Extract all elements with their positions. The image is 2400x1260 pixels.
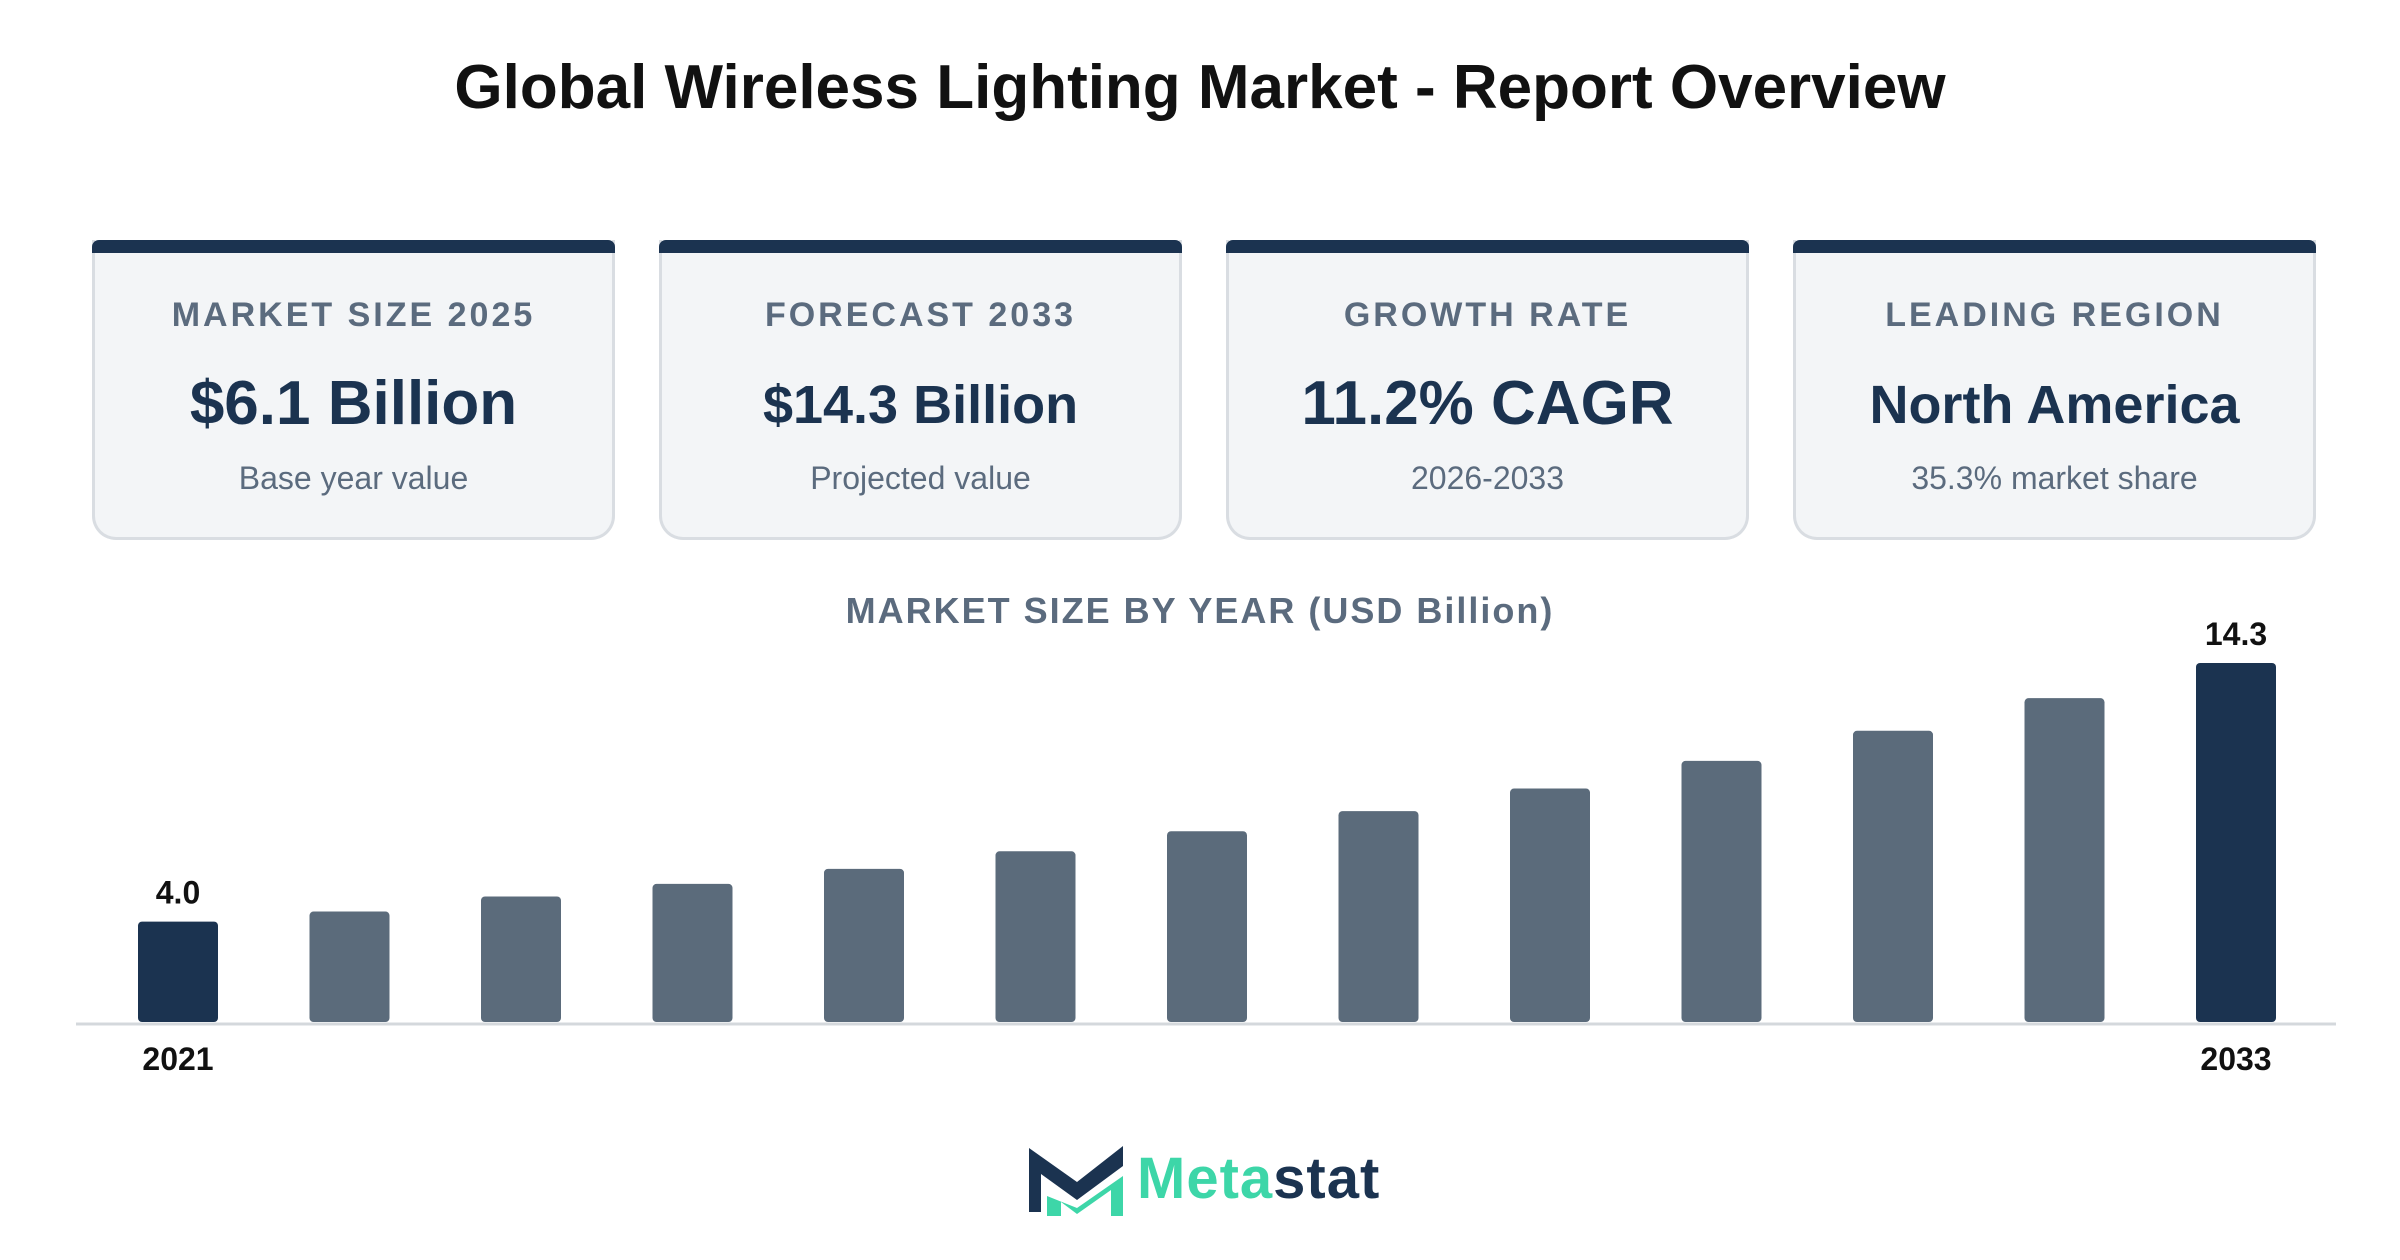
value-label-2033: 14.3 bbox=[2205, 616, 2267, 652]
card-sub: Projected value bbox=[810, 460, 1031, 496]
metastat-m-logo-icon bbox=[1029, 1146, 1123, 1216]
card-value: 11.2% CAGR bbox=[1301, 369, 1674, 438]
card-label: MARKET SIZE 2025 bbox=[171, 296, 536, 334]
card-value: $6.1 Billion bbox=[189, 369, 518, 438]
card-accent-bar bbox=[1226, 240, 1749, 253]
card-market-size: MARKET SIZE 2025 $6.1 Billion Base year … bbox=[92, 240, 615, 540]
card-label: LEADING REGION bbox=[1885, 296, 2224, 334]
card-value: North America bbox=[1869, 375, 2240, 435]
bar-2027 bbox=[1167, 831, 1247, 1022]
card-sub: 2026-2033 bbox=[1410, 460, 1565, 496]
card-value: $14.3 Billion bbox=[762, 375, 1079, 435]
logo-text-meta: Meta bbox=[1137, 1145, 1274, 1211]
bar-2024 bbox=[652, 883, 733, 1022]
logo-text-stat: stat bbox=[1273, 1145, 1381, 1211]
card-forecast: FORECAST 2033 $14.3 Billion Projected va… bbox=[659, 240, 1182, 540]
category-label-2021: 2021 bbox=[142, 1041, 213, 1077]
bar-2032 bbox=[2024, 698, 2105, 1022]
logo-text: Metastat bbox=[1137, 1145, 1380, 1212]
card-accent-bar bbox=[92, 240, 615, 253]
page-title: Global Wireless Lighting Market - Report… bbox=[454, 53, 1946, 122]
card-label: FORECAST 2033 bbox=[764, 296, 1077, 334]
bar-2023 bbox=[481, 896, 561, 1022]
bar-2025 bbox=[824, 868, 904, 1022]
bar-2033 bbox=[2196, 663, 2276, 1022]
bar-2028 bbox=[1338, 811, 1419, 1022]
category-label-2033: 2033 bbox=[2200, 1041, 2271, 1077]
card-accent-bar bbox=[659, 240, 1182, 253]
card-accent-bar bbox=[1793, 240, 2316, 253]
card-sub: 35.3% market share bbox=[1911, 460, 2198, 496]
bar-2021 bbox=[138, 921, 218, 1022]
value-label-2021: 4.0 bbox=[156, 875, 200, 911]
bar-2022 bbox=[309, 911, 390, 1022]
bar-2026 bbox=[995, 851, 1076, 1022]
card-leading-region: LEADING REGION North America 35.3% marke… bbox=[1793, 240, 2316, 540]
card-sub: Base year value bbox=[238, 460, 469, 496]
metastat-logo: Metastat bbox=[1025, 1140, 1380, 1216]
bar-2030 bbox=[1681, 760, 1762, 1022]
bar-chart: 4.0 2021 14.3 2033 bbox=[76, 616, 2336, 1077]
card-growth-rate: GROWTH RATE 11.2% CAGR 2026-2033 bbox=[1226, 240, 1749, 540]
bar-2029 bbox=[1510, 788, 1590, 1022]
card-label: GROWTH RATE bbox=[1343, 296, 1632, 334]
bar-2031 bbox=[1853, 730, 1933, 1022]
chart-title: MARKET SIZE BY YEAR (USD Billion) bbox=[845, 590, 1555, 631]
